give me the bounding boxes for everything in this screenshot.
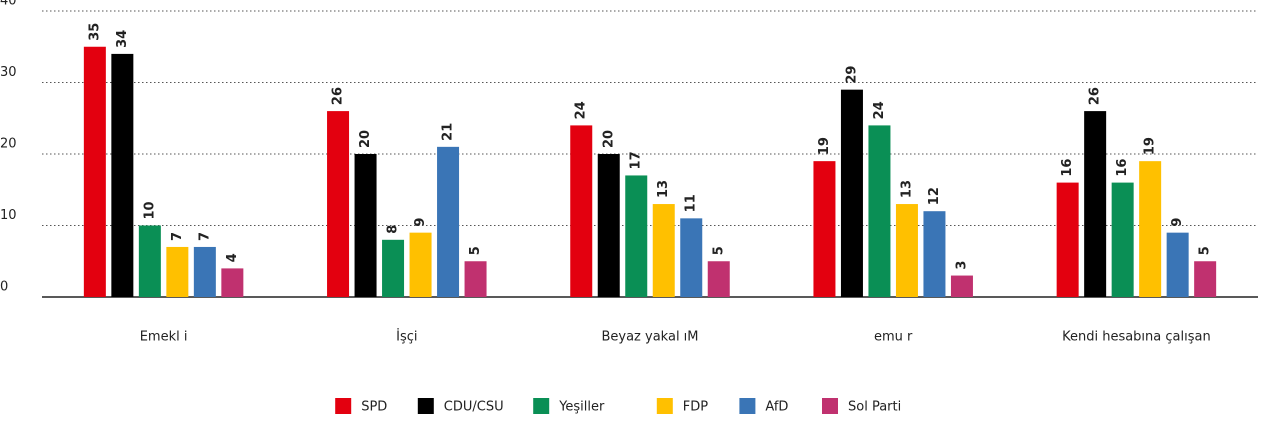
bar: [354, 154, 377, 297]
bar: [707, 261, 730, 297]
value-label: 17: [629, 151, 644, 169]
bar: [138, 225, 161, 297]
bar: [1084, 111, 1107, 297]
value-label: 16: [1060, 159, 1075, 177]
bar: [464, 261, 487, 297]
value-label: 20: [601, 130, 616, 148]
value-label: 13: [899, 180, 914, 198]
value-label: 19: [817, 137, 832, 155]
x-tick-label: Kendi hesabına çalışan: [1062, 330, 1211, 345]
bar: [597, 154, 620, 297]
bar: [923, 211, 946, 297]
legend-swatch: [417, 398, 434, 414]
value-label: 20: [358, 130, 373, 148]
value-label: 13: [656, 180, 671, 198]
y-tick-label: 0: [0, 280, 8, 295]
legend-swatch: [822, 398, 838, 414]
legend-swatch: [739, 398, 756, 414]
value-label: 24: [872, 101, 887, 119]
y-tick-label: 30: [0, 65, 17, 80]
bar: [193, 246, 216, 297]
y-tick-label: 10: [0, 208, 17, 223]
bar: [895, 204, 918, 297]
value-label: 26: [331, 87, 346, 105]
bar: [680, 218, 703, 297]
bar: [652, 204, 675, 297]
legend-label: SPD: [361, 400, 387, 415]
legend-swatch: [533, 398, 550, 414]
bar: [813, 161, 836, 297]
bar: [221, 268, 244, 297]
value-label: 16: [1115, 159, 1130, 177]
legend-swatch: [335, 398, 352, 414]
value-label: 7: [170, 232, 185, 241]
x-tick-label: Beyaz yakal ıM: [601, 330, 698, 345]
value-label: 35: [87, 23, 102, 41]
value-label: 5: [711, 246, 726, 255]
bar: [840, 89, 863, 298]
value-label: 24: [574, 101, 589, 119]
value-label: 5: [468, 246, 483, 255]
bar: [1166, 232, 1189, 297]
legend-label: CDU/CSU: [444, 400, 504, 415]
value-label: 9: [1170, 218, 1185, 227]
legend-label: Sol Parti: [848, 400, 901, 415]
bar: [950, 275, 973, 297]
x-tick-label: Emekl i: [140, 330, 188, 345]
legend-label: Yeşiller: [558, 400, 605, 415]
value-label: 21: [441, 123, 456, 141]
bar: [382, 239, 405, 297]
bar: [625, 175, 648, 297]
bar: [570, 125, 593, 298]
bar: [1056, 182, 1079, 297]
value-label: 34: [115, 30, 130, 48]
bar: [409, 232, 432, 297]
bar: [166, 246, 189, 297]
bar: [437, 146, 460, 297]
value-label: 4: [225, 253, 240, 262]
bar: [1139, 161, 1162, 297]
value-label: 29: [844, 66, 859, 84]
bar: [83, 46, 106, 297]
value-label: 19: [1143, 137, 1158, 155]
value-label: 11: [684, 194, 699, 212]
bar: [111, 53, 134, 298]
legend-label: AfD: [765, 400, 788, 415]
bar: [1194, 261, 1217, 297]
value-label: 7: [197, 232, 212, 241]
legend-swatch: [656, 398, 673, 414]
value-label: 26: [1088, 87, 1103, 105]
legend-label: FDP: [683, 400, 708, 415]
y-tick-label: 20: [0, 137, 17, 152]
y-tick-label: 40: [0, 0, 17, 9]
value-label: 12: [927, 187, 942, 205]
x-tick-label: İşçi: [396, 329, 417, 345]
value-label: 8: [386, 225, 401, 234]
value-label: 3: [954, 261, 969, 270]
value-label: 10: [142, 201, 157, 219]
bar: [327, 111, 350, 297]
x-tick-label: emu r: [874, 330, 913, 345]
bar: [1111, 182, 1134, 297]
bar: [868, 125, 891, 298]
value-label: 5: [1198, 246, 1213, 255]
value-label: 9: [413, 218, 428, 227]
